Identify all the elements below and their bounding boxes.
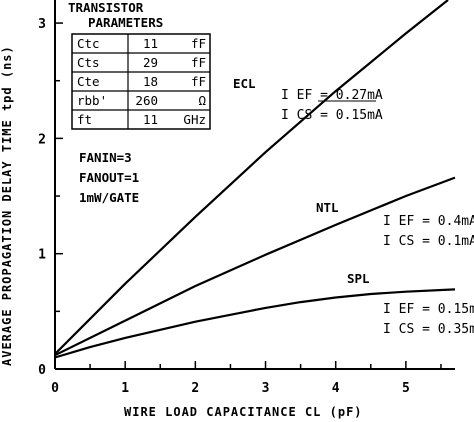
y-tick-label: 3	[38, 17, 46, 32]
param-name: Cte	[77, 74, 100, 89]
x-tick-label: 2	[191, 381, 199, 396]
param-name: ft	[77, 112, 92, 127]
spl-current-ef: I EF = 0.15mA	[383, 302, 474, 317]
param-name: Ctc	[77, 36, 100, 51]
ntl-current-ef: I EF = 0.4mA	[383, 214, 474, 229]
x-tick-label: 0	[51, 381, 59, 396]
parameter-table-title-line2: PARAMETERS	[88, 15, 163, 30]
param-unit: fF	[191, 36, 206, 51]
series-line-ntl	[54, 176, 456, 357]
param-value: 11	[143, 112, 158, 127]
tick-labels: 0 1 2 3 4 5 0 1 2 3	[38, 17, 410, 396]
x-tick-label: 1	[121, 381, 129, 396]
param-unit: fF	[191, 55, 206, 70]
y-axis-title: AVERAGE PROPAGATION DELAY TIME tpd (ns)	[0, 45, 14, 366]
note-fanin: FANIN=3	[79, 150, 132, 165]
series-lines	[54, 0, 456, 359]
param-value: 11	[143, 36, 158, 51]
parameter-table-title-line1: TRANSISTOR	[68, 0, 144, 15]
x-axis-title: WIRE LOAD CAPACITANCE CL (pF)	[124, 405, 363, 419]
series-label-ntl: NTL	[316, 200, 339, 215]
note-power: 1mW/GATE	[79, 190, 139, 205]
param-unit: GHz	[183, 112, 206, 127]
param-name: Cts	[77, 55, 100, 70]
series-label-ecl: ECL	[233, 76, 256, 91]
series-line-spl	[54, 288, 456, 359]
x-tick-label: 3	[262, 381, 270, 396]
x-tick-label: 5	[402, 381, 410, 396]
note-fanout: FANOUT=1	[79, 170, 139, 185]
parameter-table-border	[71, 33, 211, 130]
param-unit: Ω	[198, 93, 206, 108]
param-unit: fF	[191, 74, 206, 89]
x-tick-label: 4	[332, 381, 340, 396]
y-tick-label: 0	[38, 363, 46, 378]
spl-current-cs: I CS = 0.35mA	[383, 322, 474, 337]
ticks	[54, 22, 442, 370]
parameter-table-grid	[71, 33, 211, 130]
y-tick-label: 1	[38, 248, 46, 263]
ecl-current-ef: I EF = 0.27mA	[281, 88, 383, 103]
param-value: 29	[143, 55, 158, 70]
param-value: 18	[143, 74, 158, 89]
circuit-notes: FANIN=3 FANOUT=1 1mW/GATE	[79, 150, 139, 205]
parameter-table: TRANSISTOR PARAMETERS Ctc 11 fF Cts 29 fF Cte 1…	[68, 0, 211, 130]
series-label-spl: SPL	[347, 271, 370, 286]
axes	[54, 0, 455, 370]
param-value: 260	[135, 93, 158, 108]
ecl-current-cs: I CS = 0.15mA	[281, 108, 383, 123]
series-line-ecl	[54, 0, 449, 355]
ntl-current-cs: I CS = 0.1mA	[383, 234, 474, 249]
parameter-table-cells: Ctc 11 fF Cts 29 fF Cte 18 fF rbb' 260 Ωft 11 GHz	[77, 36, 206, 127]
y-tick-label: 2	[38, 132, 46, 147]
param-name: rbb'	[77, 93, 107, 108]
